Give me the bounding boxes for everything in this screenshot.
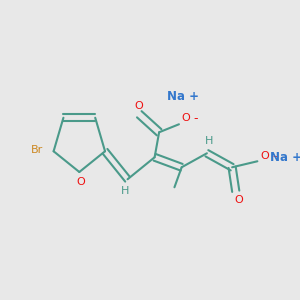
- Text: -: -: [272, 150, 277, 163]
- Text: O: O: [182, 113, 190, 123]
- Text: O: O: [77, 177, 85, 187]
- Text: Na +: Na +: [167, 90, 200, 103]
- Text: O: O: [134, 101, 143, 111]
- Text: O: O: [234, 195, 243, 205]
- Text: O: O: [260, 151, 269, 161]
- Text: -: -: [193, 112, 197, 125]
- Text: Na +: Na +: [270, 151, 300, 164]
- Text: Br: Br: [31, 145, 44, 155]
- Text: H: H: [121, 186, 129, 196]
- Text: H: H: [205, 136, 213, 146]
